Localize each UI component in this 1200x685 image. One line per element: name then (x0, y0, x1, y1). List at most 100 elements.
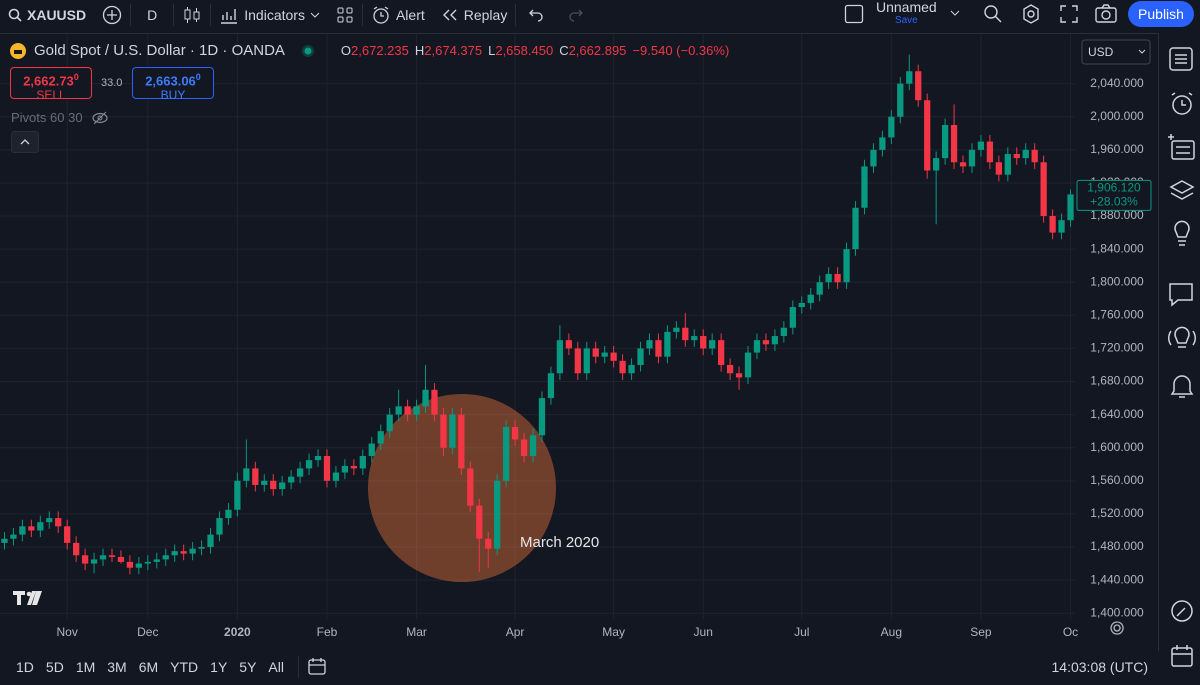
candle-body (861, 166, 868, 208)
candle-body (655, 340, 662, 357)
timeframe-button[interactable]: 5Y (239, 658, 257, 675)
data-window-icon[interactable] (1168, 134, 1195, 160)
chart-type-button[interactable] (174, 2, 210, 28)
calendar-icon[interactable] (1171, 645, 1193, 667)
candle-body (592, 348, 599, 357)
change: −9.540 (−0.36%) (632, 43, 730, 58)
candle-body (753, 340, 761, 353)
hide-icon[interactable] (91, 111, 109, 125)
x-tick-label: Jul (794, 625, 809, 639)
publish-button[interactable]: Publish (1128, 1, 1194, 27)
candle-body (995, 162, 1002, 175)
y-tick-label: 1,520.000 (1090, 506, 1144, 520)
candle-body (90, 559, 98, 564)
candle-body (933, 158, 940, 171)
annotation: March 2020 (520, 534, 599, 551)
settings-icon[interactable] (1020, 3, 1042, 25)
notifications-icon[interactable] (1170, 375, 1194, 398)
timeframe-button[interactable]: 3M (107, 658, 127, 675)
timeframe-button[interactable]: All (268, 658, 284, 675)
candle-body (700, 336, 707, 349)
currency-select[interactable] (1081, 39, 1151, 65)
candle-body (906, 71, 913, 84)
y-tick-label: 1,440.000 (1090, 572, 1144, 586)
redo-icon (569, 9, 584, 22)
separator (515, 4, 517, 26)
axis-settings-icon[interactable] (1110, 621, 1124, 635)
timeframe-button[interactable]: 5D (45, 658, 64, 675)
compare-button[interactable] (94, 2, 130, 28)
streams-icon[interactable] (1168, 326, 1196, 348)
y-tick-label: 1,720.000 (1090, 341, 1144, 355)
candle-body (834, 273, 841, 283)
spread: 33.0 (101, 77, 123, 89)
candle-body (843, 249, 850, 283)
bottom-toolbar: 1D 5D 1M 3M 6M YTD 1Y 5Y All 14:03:08 (UTC) (0, 651, 1158, 682)
timeframe-button[interactable]: 1Y (210, 658, 228, 675)
indicators-button[interactable]: Indicators (211, 2, 328, 28)
candle-body (1031, 149, 1038, 163)
candle-body (879, 137, 886, 150)
chart-frame (0, 33, 1159, 651)
buy-digit: 0 (195, 72, 201, 82)
market-status (301, 44, 314, 57)
y-tick-label: 1,400.000 (1090, 605, 1144, 619)
y-tick-label: 1,960.000 (1090, 142, 1144, 156)
candle-body (610, 352, 617, 361)
candle-body (368, 443, 375, 456)
collapse-button[interactable] (11, 131, 39, 153)
candle-body (726, 364, 734, 374)
hotlist-icon[interactable] (1171, 600, 1193, 622)
candle-body (807, 294, 814, 303)
redo-button[interactable] (556, 2, 596, 28)
candle-body (520, 439, 528, 456)
replay-button[interactable]: Replay (433, 2, 516, 28)
ohlc-value: 2,658.450 (495, 43, 554, 58)
candle-body (386, 414, 393, 432)
candle-body (207, 534, 214, 548)
timeframe-button[interactable]: 6M (138, 658, 159, 675)
buy-label: BUY (160, 88, 186, 103)
layout-name[interactable]: Unnamed Save (876, 0, 937, 28)
x-tick-label: Aug (881, 625, 902, 639)
symbol-search[interactable]: XAUUSD (0, 2, 94, 28)
candle-body (296, 468, 304, 477)
snapshot-icon[interactable] (1094, 3, 1118, 25)
fullscreen-icon[interactable] (1059, 4, 1079, 24)
layers-icon[interactable] (1169, 180, 1195, 200)
symbol-logo (10, 42, 26, 59)
sell-price: 2,662.73 (23, 73, 74, 89)
timeframe-button[interactable]: 1M (75, 658, 96, 675)
ideas-icon[interactable] (1174, 220, 1190, 246)
candle-body (959, 162, 967, 167)
chat-icon[interactable] (1169, 283, 1193, 307)
checkbox-icon (844, 4, 864, 24)
candle-body (55, 518, 62, 527)
timeframe-button[interactable]: 1D (16, 658, 34, 675)
ohlc-item: L2,658.450 (488, 43, 553, 58)
ohlc-values: O2,672.235 H2,674.375 L2,658.450 C2,662.895 (341, 43, 627, 58)
date-range-icon[interactable] (307, 657, 329, 677)
timeframe-button[interactable]: YTD (170, 658, 199, 675)
watchlist-icon[interactable] (1169, 47, 1193, 71)
candle-body (359, 455, 366, 469)
candle-body (458, 414, 465, 469)
candle-body (709, 340, 716, 349)
sell-button[interactable]: 2,662.730 SELL (10, 67, 92, 102)
buy-button[interactable]: 2,663.060 BUY (132, 67, 214, 103)
undo-button[interactable] (516, 2, 556, 28)
quick-search-icon[interactable] (982, 3, 1004, 25)
interval-button[interactable]: D (131, 2, 173, 28)
x-tick-label: Feb (317, 625, 338, 639)
alert-button[interactable]: Alert (363, 2, 433, 28)
alerts-icon[interactable] (1171, 92, 1193, 115)
templates-button[interactable] (328, 2, 362, 28)
last-price-tag (1076, 179, 1152, 211)
candle-body (583, 348, 590, 374)
candle-body (735, 373, 743, 378)
candle-body (37, 522, 44, 531)
layout-checkbox[interactable] (844, 4, 864, 27)
candle-body (503, 427, 510, 481)
candle-body (198, 547, 205, 549)
ohlc-item: O2,672.235 (341, 43, 409, 58)
